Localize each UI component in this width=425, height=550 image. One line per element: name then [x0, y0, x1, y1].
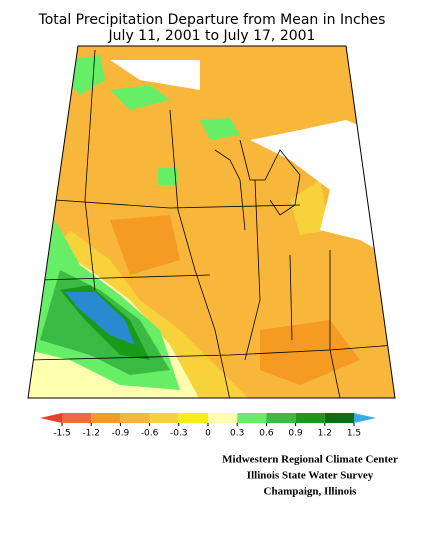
tick-label: 1.2: [318, 429, 332, 439]
color-swatch: [237, 413, 267, 423]
colorbar-arrow: [354, 413, 376, 423]
map-frame: [27, 45, 396, 399]
title: Total Precipitation Departure from Mean …: [38, 12, 386, 28]
tick-label: -1.2: [82, 429, 100, 439]
colorbar: -1.5 -1.2 -0.9 -0.6 -0.3 0 0.3 0.6 0.9 1.2 1.5: [40, 413, 376, 439]
color-swatch: [149, 413, 179, 423]
color-swatch: [208, 413, 238, 423]
credit: Midwestern Regional Climate Center: [222, 454, 398, 466]
tick-label: -0.3: [170, 429, 188, 439]
tick-label: 1.5: [347, 429, 361, 439]
tick-label: -1.5: [53, 429, 71, 439]
tick-label: 0.6: [259, 429, 274, 439]
color-swatch: [120, 413, 150, 423]
map: [28, 46, 395, 398]
tick-label: 0.3: [230, 429, 244, 439]
color-swatch: [295, 413, 325, 423]
tick-label: 0.9: [288, 429, 303, 439]
color-swatch: [324, 413, 354, 423]
color-swatch: [91, 413, 121, 423]
color-swatch: [178, 413, 208, 423]
colorbar-arrow: [40, 413, 62, 423]
tick-label: -0.9: [112, 429, 130, 439]
color-swatch: [62, 413, 92, 423]
tick-label: 0: [205, 429, 211, 439]
credit: Illinois State Water Survey: [247, 470, 374, 482]
credit: Champaign, Illinois: [264, 486, 358, 498]
color-swatch: [266, 413, 296, 423]
tick-label: -0.6: [141, 429, 159, 439]
subtitle: July 11, 2001 to July 17, 2001: [108, 28, 316, 44]
